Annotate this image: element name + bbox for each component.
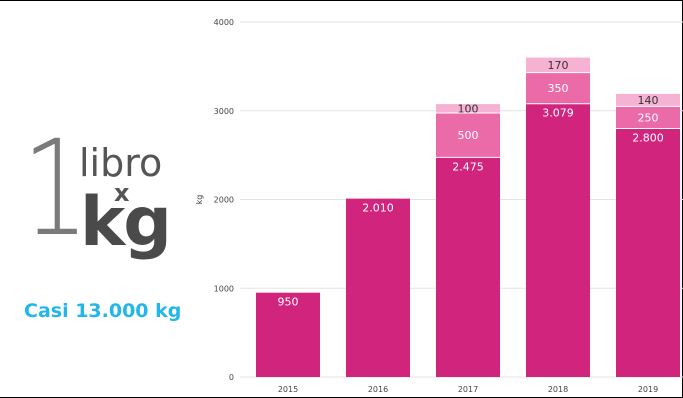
bar-segment [616, 128, 680, 377]
y-axis-label: kg [195, 195, 204, 205]
logo-times-sign: x [114, 179, 130, 207]
bar-segment [256, 292, 320, 377]
y-tick-label: 2000 [214, 196, 234, 205]
data-label: 100 [458, 103, 479, 116]
data-label: 250 [638, 111, 659, 124]
logo-word: libro [79, 141, 163, 185]
x-tick-label: 2019 [638, 385, 658, 394]
bar-segment [526, 103, 590, 378]
bar-segment [616, 106, 680, 129]
data-label: 500 [458, 129, 479, 142]
total-caption: Casi 13.000 kg [24, 300, 182, 322]
y-tick-label: 1000 [214, 284, 234, 293]
libro-por-kilo-logo: 1 libro x kg [0, 1, 200, 397]
logo-unit: kg [80, 183, 172, 262]
data-label: 350 [548, 82, 569, 95]
data-label: 170 [548, 59, 569, 72]
y-tick-label: 0 [229, 373, 234, 382]
data-label: 2.800 [632, 132, 664, 145]
y-tick-label: 4000 [214, 18, 234, 27]
bar-segment [526, 57, 590, 73]
x-tick-label: 2017 [458, 385, 478, 394]
x-tick-label: 2016 [368, 385, 388, 394]
data-label: 140 [638, 94, 659, 107]
bar-segment [616, 93, 680, 107]
bar-segment [346, 198, 410, 377]
data-label: 2.475 [452, 160, 484, 173]
data-label: 3.079 [542, 107, 574, 120]
bar-segment [436, 112, 500, 158]
bar-segment [436, 157, 500, 377]
data-label: 2.010 [362, 202, 394, 215]
bar-segment [526, 72, 590, 104]
x-tick-label: 2018 [548, 385, 568, 394]
y-tick-label: 3000 [214, 107, 234, 116]
data-label: 950 [278, 296, 299, 309]
logo-number: 1 [22, 112, 89, 266]
x-tick-label: 2015 [278, 385, 298, 394]
bar-segment [436, 104, 500, 113]
